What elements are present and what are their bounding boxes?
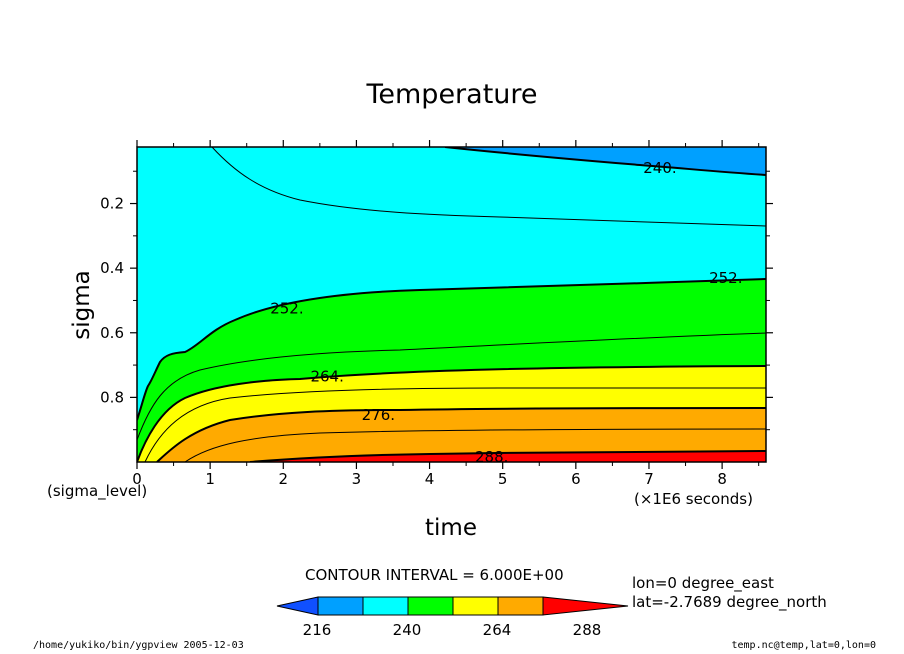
colorbar-tick-label: 240 (393, 621, 422, 639)
y-unit-label: (sigma_level) (47, 482, 147, 501)
colorbar-tick-label: 264 (483, 621, 512, 639)
y-axis: 0.2 0.4 0.6 0.8 (100, 170, 773, 431)
x-tick-label: 4 (425, 470, 435, 488)
colorbar-tick-label: 216 (303, 621, 332, 639)
y-tick-label: 0.8 (100, 388, 124, 406)
y-axis-label: sigma (69, 270, 95, 339)
x-axis-label: time (425, 515, 477, 541)
x-tick-label: 5 (498, 470, 508, 488)
contour-label: 252. (270, 300, 303, 318)
x-tick-label: 8 (717, 470, 727, 488)
contour-276 (156, 407, 766, 462)
colorbar-segment (317, 596, 364, 616)
band-red (250, 451, 766, 462)
contour-label: 240. (643, 159, 676, 177)
contour-258 (137, 332, 766, 441)
x-tick-label: 3 (352, 470, 362, 488)
footer-path: /home/yukiko/bin/ygpview 2005-12-03 (33, 640, 244, 651)
contour-label: 264. (310, 367, 343, 385)
colorbar-segment (362, 596, 409, 616)
x-tick-label: 7 (644, 470, 654, 488)
y-tick-label: 0.6 (100, 324, 124, 342)
colorbar-segment (452, 596, 499, 616)
x-unit-label: (×1E6 seconds) (634, 490, 753, 508)
contour-labels: 240. 252. 252. 264. 276. 288. (270, 159, 742, 466)
contour-246 (211, 147, 766, 227)
colorbar-left-arrow (276, 596, 319, 616)
x-tick-label: 1 (205, 470, 215, 488)
x-tick-label: 6 (571, 470, 581, 488)
footer-source: temp.nc@temp,lat=0,lon=0 (731, 640, 877, 651)
y-tick-label: 0.4 (100, 259, 124, 277)
colorbar-segment (407, 596, 454, 616)
contour-264 (137, 365, 766, 462)
colorbar-segment (497, 596, 544, 616)
lon-info: lon=0 degree_east (632, 574, 774, 592)
chart-title: Temperature (365, 79, 537, 110)
contour-252 (137, 278, 766, 421)
contour-lines (137, 147, 766, 462)
colorbar: 216 240 264 288 (276, 596, 629, 639)
contour-label: 276. (362, 406, 395, 424)
contour-label: 288. (475, 448, 508, 466)
y-tick-label: 0.2 (100, 195, 124, 213)
contour-270 (144, 387, 766, 462)
x-tick-label: 0 (132, 470, 142, 488)
contour-interval: CONTOUR INTERVAL = 6.000E+00 (305, 566, 564, 584)
contour-label: 252. (709, 269, 742, 287)
contour-282 (184, 428, 766, 462)
colorbar-tick-label: 288 (573, 621, 602, 639)
band-orange (157, 408, 766, 462)
plot-area: 240. 252. 252. 264. 276. 288. (137, 147, 766, 466)
lat-info: lat=-2.7689 degree_north (632, 593, 827, 611)
colorbar-right-arrow (542, 596, 629, 616)
contour-288 (249, 450, 766, 462)
x-axis: 0 1 2 3 4 5 6 7 8 (132, 140, 760, 488)
contour-240 (444, 147, 766, 176)
x-tick-label: 2 (279, 470, 289, 488)
plot-frame (136, 146, 767, 463)
